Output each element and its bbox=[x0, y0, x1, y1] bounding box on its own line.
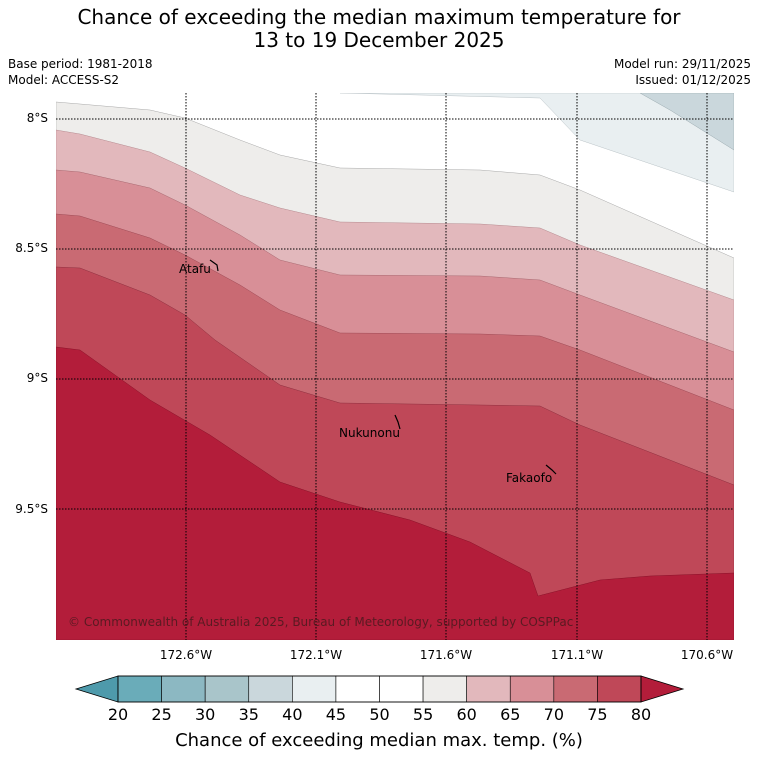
lat-label-8-5s: 8.5°S bbox=[15, 241, 48, 255]
band-30-35 bbox=[639, 93, 734, 151]
copyright-notice: © Commonwealth of Australia 2025, Bureau… bbox=[68, 615, 574, 629]
place-label-nukunonu: Nukunonu bbox=[339, 426, 400, 440]
model-run: Model run: 29/11/2025 bbox=[613, 57, 751, 71]
lon-label-171-1w: 171.1°W bbox=[550, 648, 604, 662]
colorbar-segment bbox=[509, 675, 555, 703]
colorbar-tick-label: 25 bbox=[151, 705, 172, 724]
colorbar-tick-label: 45 bbox=[325, 705, 347, 724]
lon-label-172-6w: 172.6°W bbox=[159, 648, 213, 662]
lat-label-9s: 9°S bbox=[26, 371, 48, 385]
lat-label-8s: 8°S bbox=[26, 111, 48, 125]
islands bbox=[209, 259, 557, 475]
colorbar-segment bbox=[597, 675, 642, 703]
colorbar-frame bbox=[117, 675, 642, 703]
colorbar-tick-label: 30 bbox=[194, 705, 216, 724]
colorbar-segment bbox=[161, 675, 206, 703]
colorbar-segment bbox=[292, 675, 337, 703]
place-label-atafu: Atafu bbox=[179, 262, 211, 276]
colorbar-title: Chance of exceeding median max. temp. (%… bbox=[175, 730, 583, 751]
colorbar-segment bbox=[335, 675, 380, 703]
colorbar-tick-label: 65 bbox=[500, 705, 521, 724]
place-label-fakaofo: Fakaofo bbox=[506, 471, 553, 485]
title-line-2: 13 to 19 December 2025 bbox=[253, 28, 505, 52]
colorbar-tick-label: 20 bbox=[107, 705, 129, 724]
graticule bbox=[56, 93, 734, 640]
colorbar-segment bbox=[422, 675, 467, 703]
colorbar-tick-label: 40 bbox=[282, 705, 303, 724]
colorbar-tick-label: 55 bbox=[412, 705, 434, 724]
colorbar-segment bbox=[248, 675, 293, 703]
colorbar-high-extension bbox=[640, 675, 685, 703]
colorbar-segment bbox=[204, 675, 250, 703]
colorbar-low-extension bbox=[74, 675, 119, 703]
issued-date: Issued: 01/12/2025 bbox=[635, 73, 751, 87]
base-period: Base period: 1981-2018 bbox=[8, 57, 153, 71]
atafu-atoll bbox=[209, 259, 219, 272]
band-35-40 bbox=[339, 93, 734, 193]
colorbar-segment bbox=[117, 675, 162, 703]
colorbar bbox=[74, 675, 685, 703]
model-name: Model: ACCESS-S2 bbox=[8, 73, 120, 87]
colorbar-segment bbox=[553, 675, 598, 703]
colorbar-segment bbox=[466, 675, 511, 703]
band-above-80 bbox=[56, 346, 734, 640]
title-line-1: Chance of exceeding the median maximum t… bbox=[77, 5, 681, 29]
fakaofo-atoll bbox=[545, 464, 557, 475]
colorbar-segment bbox=[379, 675, 424, 703]
colorbar-tick-label: 70 bbox=[543, 705, 565, 724]
colorbar-tick-label: 80 bbox=[630, 705, 652, 724]
lat-label-9-5s: 9.5°S bbox=[15, 502, 48, 516]
contour-map bbox=[56, 93, 734, 640]
colorbar-tick-label: 50 bbox=[369, 705, 390, 724]
colorbar-tick-label: 35 bbox=[238, 705, 259, 724]
colorbar-tick-label: 60 bbox=[456, 705, 477, 724]
lon-label-170-6w: 170.6°W bbox=[680, 648, 734, 662]
lon-label-172-1w: 172.1°W bbox=[289, 648, 343, 662]
nukunonu-atoll bbox=[394, 414, 401, 430]
lon-label-171-6w: 171.6°W bbox=[419, 648, 473, 662]
colorbar-tick-label: 75 bbox=[587, 705, 608, 724]
